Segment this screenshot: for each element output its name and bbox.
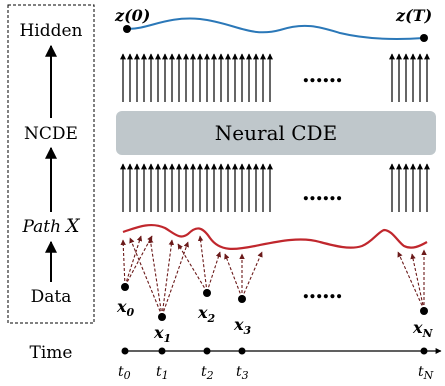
legend-box [7, 4, 95, 324]
neural-cde-label: Neural CDE [215, 121, 337, 145]
lower-arrow-bundle-right [389, 163, 430, 212]
neural-cde-box [116, 111, 436, 155]
data-point-2 [203, 289, 211, 297]
data-label-1: x1 [153, 323, 171, 345]
time-tick-2 [203, 347, 211, 355]
data-label-2: x2 [197, 303, 216, 325]
time-tick-N [420, 347, 428, 355]
legend-time-label: Time [30, 343, 73, 363]
hidden-end-label: z(T) [395, 6, 432, 25]
upper-arrow-bundle-right [389, 53, 430, 102]
data-point-1 [158, 313, 166, 321]
lower-ellipsis: ...... [302, 180, 342, 206]
legend-hidden-label: Hidden [19, 21, 82, 41]
time-tick-0 [121, 347, 129, 355]
hidden-start-point [123, 25, 131, 33]
data-point-3 [238, 295, 246, 303]
legend-ncde-label: NCDE [24, 124, 78, 144]
data-point-N [420, 307, 428, 315]
upper-ellipsis: ...... [302, 62, 342, 88]
time-label-3: t3 [236, 364, 249, 382]
hidden-start-label: z(0) [114, 6, 150, 25]
data-label-N: xN [412, 318, 434, 340]
data-label-0: x0 [116, 297, 135, 319]
data-label-3: x3 [233, 315, 252, 337]
hidden-end-point [420, 34, 428, 42]
time-label-N: tN [418, 364, 434, 382]
time-tick-1 [158, 347, 166, 355]
legend-data-label: Data [31, 287, 72, 307]
time-label-0: t0 [118, 364, 131, 382]
time-label-1: t1 [156, 364, 169, 382]
data-point-0 [121, 283, 129, 291]
data-ellipsis: ...... [302, 278, 342, 304]
path-x-curve [122, 223, 428, 251]
data-to-path-arrows [120, 235, 427, 317]
hidden-state-curve [126, 17, 425, 40]
time-tick-3 [238, 347, 246, 355]
upper-arrow-bundle-left [120, 53, 273, 102]
legend-path-label: Path X [21, 215, 81, 237]
lower-arrow-bundle-left [120, 163, 273, 212]
time-label-2: t2 [201, 364, 214, 382]
